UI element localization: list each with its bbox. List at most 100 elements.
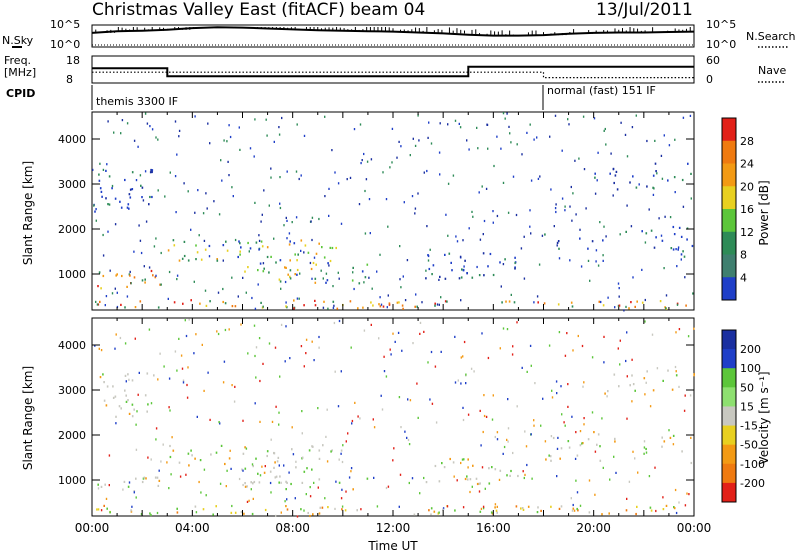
data-cell [247,266,249,269]
data-cell [494,506,496,509]
noise-cell [631,400,633,403]
noise-cell [111,292,114,295]
noise-cell [512,451,514,455]
noise-cell [558,331,561,334]
noise-right-tick-bottom: 10^0 [706,38,736,51]
noise-cell [425,269,427,272]
noise-cell [238,477,241,481]
noise-cell [549,135,551,138]
data-cell [259,262,262,265]
data-cell [105,197,107,200]
noise-cell [102,254,105,257]
noise-cell [114,287,116,290]
noise-cell [482,505,485,508]
noise-cell [353,128,356,131]
noise-cell [264,465,266,468]
noise-cell [193,352,195,355]
noise-cell [391,161,393,164]
noise-series [91,26,695,46]
noise-cell [551,389,553,392]
noise-cell [632,450,634,453]
data-cell [277,456,280,459]
data-cell [464,477,467,481]
data-cell [124,374,127,377]
noise-cell [207,371,209,374]
noise-cell [274,346,277,349]
power-panel-frame [91,111,695,311]
data-cell [310,267,313,271]
noise-cell [406,436,408,439]
data-cell [649,506,652,509]
noise-cell [333,321,336,325]
noise-cell [318,335,320,339]
noise-cell [485,187,488,190]
noise-cell [609,478,611,481]
noise-cell [135,423,137,426]
noise-cell [196,415,198,418]
noise-cell [460,299,462,302]
noise-cell [286,498,288,501]
data-cell [296,273,298,276]
data-cell [319,506,322,509]
data-cell [460,276,463,279]
noise-cell [125,380,127,383]
noise-cell [542,397,544,400]
noise-cell [483,414,486,418]
data-cell [167,249,170,252]
data-cell [331,449,333,452]
data-cell [129,274,131,277]
noise-cell [137,393,139,396]
noise-cell [369,232,371,235]
noise-cell [404,430,406,433]
noise-cell [309,495,312,498]
noise-cell [530,232,532,235]
noise-cell [462,418,465,422]
noise-cell [144,170,147,173]
data-cell [215,451,218,454]
noise-cell [588,479,591,482]
data-cell [276,460,279,463]
noise-cell [268,204,270,207]
data-cell [176,511,179,514]
noise-cell [198,234,200,237]
data-cell [149,512,151,515]
data-cell [303,470,306,473]
noise-cell [175,211,177,214]
noise-cell [635,114,637,117]
data-cell [260,240,263,243]
noise-cell [305,493,307,496]
data-cell [114,395,117,398]
data-cell [151,169,154,172]
data-cell [131,403,134,406]
data-cell [352,488,354,491]
noise-cell [594,493,596,496]
noise-cell [325,272,328,275]
data-cell [653,246,656,249]
data-cell [144,278,146,281]
data-cell [601,513,603,516]
noise-cell [179,475,182,478]
noise-cell [526,370,528,373]
noise-cell [440,350,442,353]
data-cell [650,229,653,232]
noise-cell [603,361,605,364]
data-cell [494,468,497,471]
data-cell [517,474,519,478]
data-cell [126,285,128,288]
noise-cell [652,193,655,196]
noise-cell [160,460,162,463]
noise-cell [662,496,664,499]
data-cell [278,481,280,484]
noise-cell [603,129,605,132]
noise-cell [445,213,447,216]
noise-cell [626,204,628,207]
power-ylabel: Slant Range [km] [21,161,35,265]
data-cell [97,508,100,511]
data-cell [173,301,176,304]
data-cell [279,280,282,283]
noise-cell [665,294,668,297]
data-cell [289,275,291,278]
data-cell [314,304,317,307]
freq-right-tick-bottom: 0 [706,73,713,86]
noise-cell [231,186,233,189]
